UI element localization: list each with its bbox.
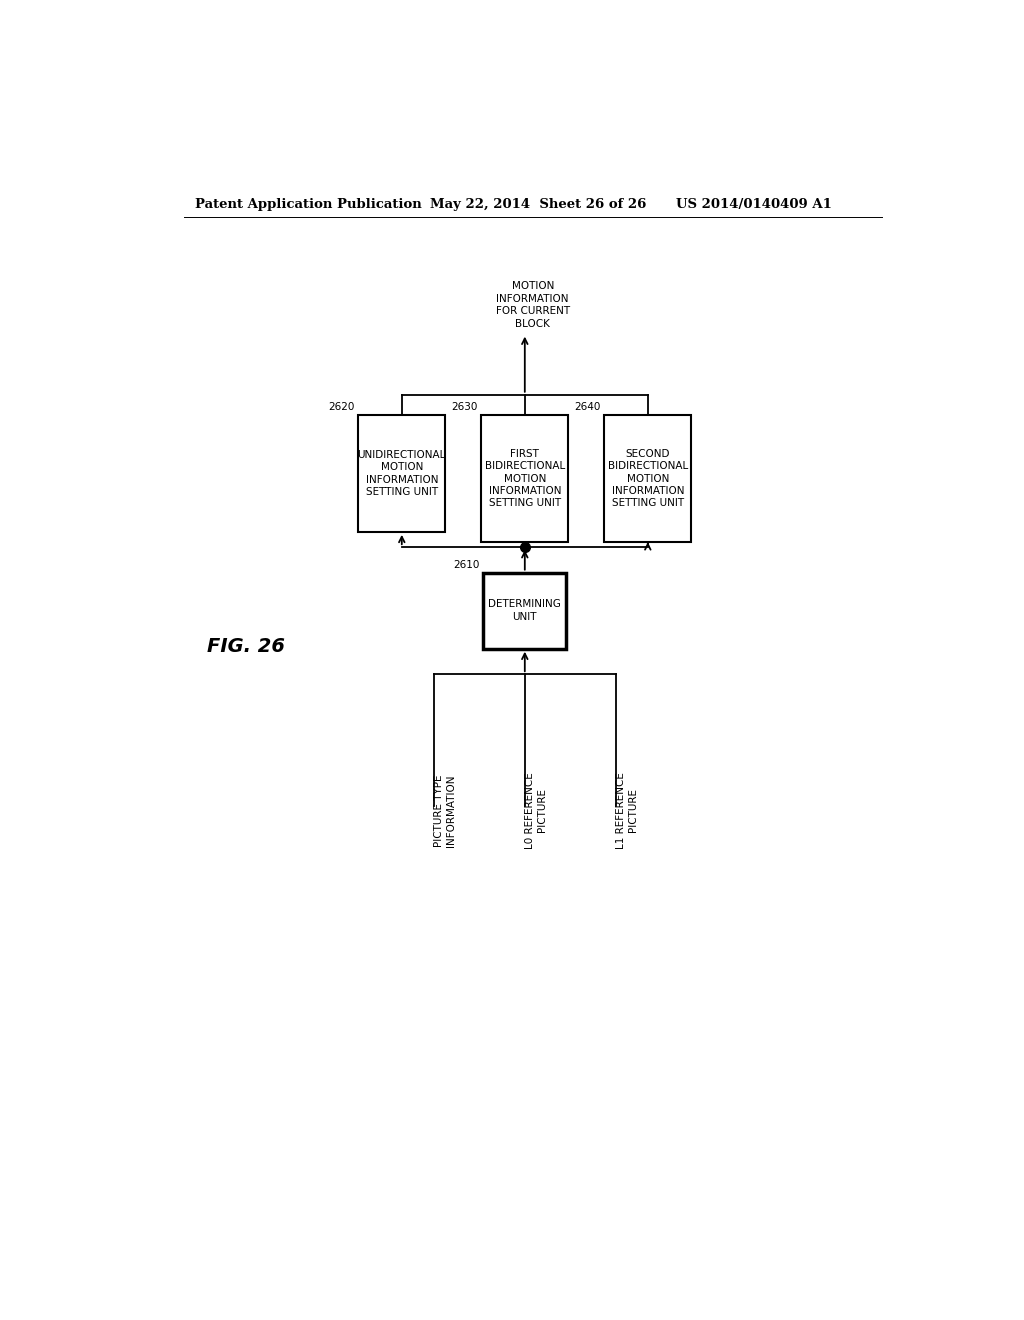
Text: PICTURE TYPE
INFORMATION: PICTURE TYPE INFORMATION — [433, 774, 456, 846]
Text: US 2014/0140409 A1: US 2014/0140409 A1 — [676, 198, 831, 211]
Text: 2610: 2610 — [453, 560, 479, 569]
FancyBboxPatch shape — [483, 573, 566, 649]
Text: FIRST
BIDIRECTIONAL
MOTION
INFORMATION
SETTING UNIT: FIRST BIDIRECTIONAL MOTION INFORMATION S… — [484, 449, 565, 508]
Text: 2640: 2640 — [573, 403, 600, 412]
Text: UNIDIRECTIONAL
MOTION
INFORMATION
SETTING UNIT: UNIDIRECTIONAL MOTION INFORMATION SETTIN… — [357, 450, 446, 498]
Text: 2620: 2620 — [328, 403, 354, 412]
Text: MOTION
INFORMATION
FOR CURRENT
BLOCK: MOTION INFORMATION FOR CURRENT BLOCK — [496, 281, 569, 329]
FancyBboxPatch shape — [358, 414, 445, 532]
Text: FIG. 26: FIG. 26 — [207, 636, 286, 656]
Text: L0 REFERENCE
PICTURE: L0 REFERENCE PICTURE — [524, 772, 547, 849]
Text: Patent Application Publication: Patent Application Publication — [196, 198, 422, 211]
Text: L1 REFERENCE
PICTURE: L1 REFERENCE PICTURE — [616, 772, 639, 849]
Text: DETERMINING
UNIT: DETERMINING UNIT — [488, 599, 561, 622]
FancyBboxPatch shape — [481, 414, 568, 543]
Text: May 22, 2014  Sheet 26 of 26: May 22, 2014 Sheet 26 of 26 — [430, 198, 646, 211]
Text: 2630: 2630 — [451, 403, 477, 412]
FancyBboxPatch shape — [604, 414, 691, 543]
Text: SECOND
BIDIRECTIONAL
MOTION
INFORMATION
SETTING UNIT: SECOND BIDIRECTIONAL MOTION INFORMATION … — [607, 449, 688, 508]
